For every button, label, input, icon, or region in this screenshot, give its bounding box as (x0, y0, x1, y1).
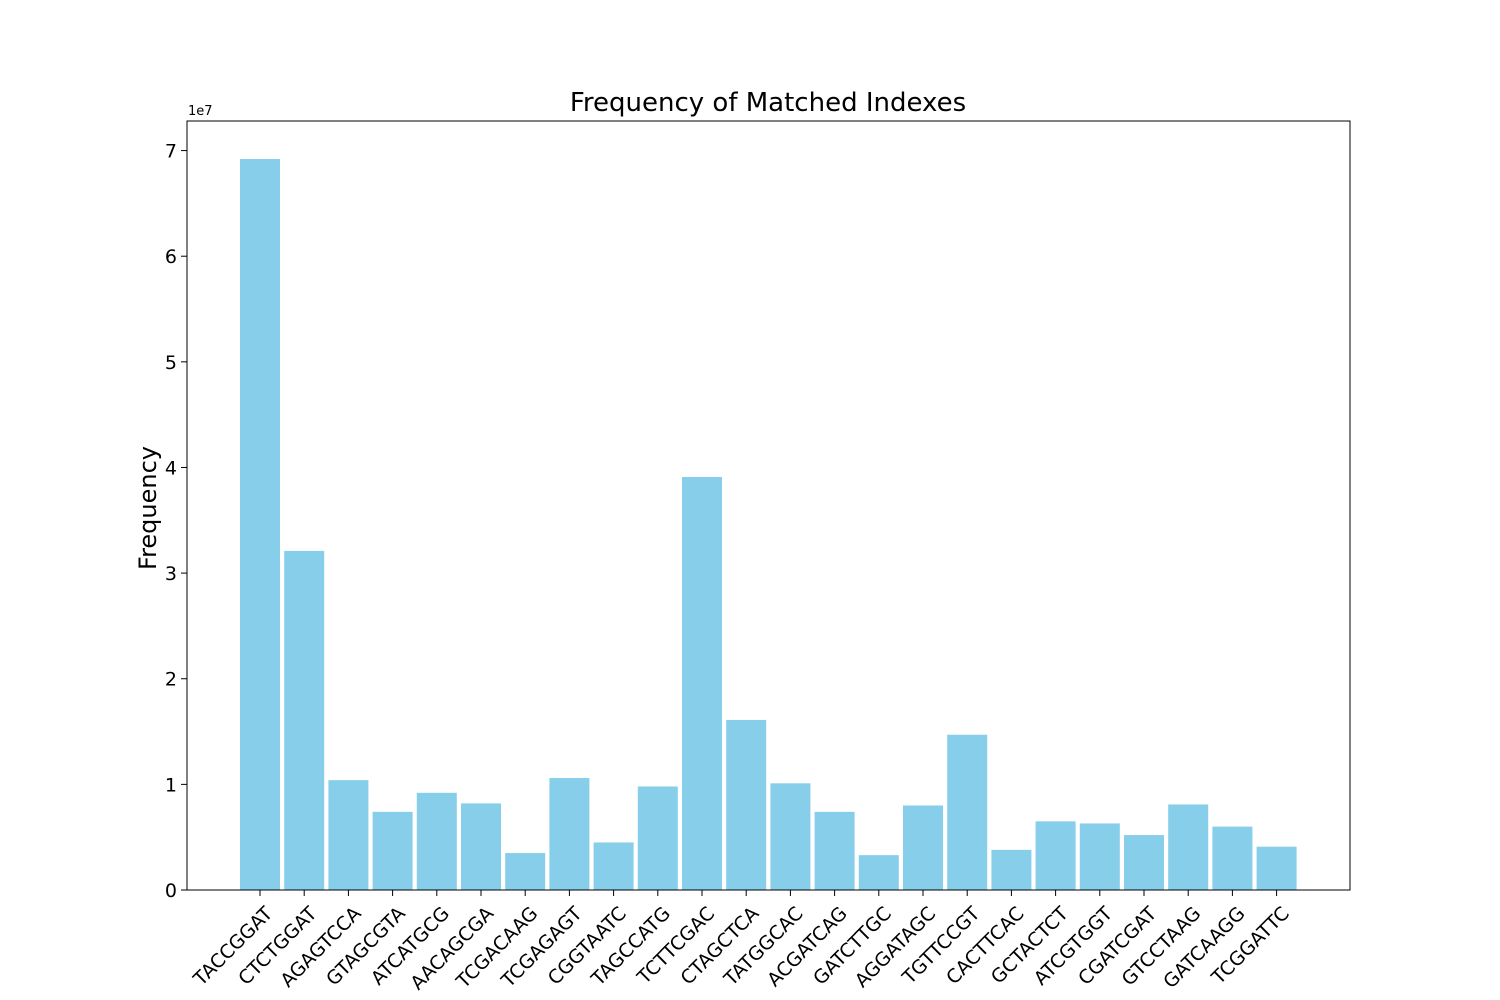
y-tick-label: 1 (165, 774, 177, 796)
bar-tatggcac (770, 783, 811, 890)
bar-ctctggat (284, 550, 325, 890)
bar-gtagcgta (372, 811, 413, 890)
bar-taccggat (240, 159, 280, 890)
bar-atcatgcg (416, 792, 457, 890)
bar-cgatcgat (1124, 835, 1164, 890)
bars-group (240, 159, 1297, 890)
bar-tagccatg (637, 786, 678, 890)
bar-gctactct (1035, 821, 1076, 890)
bar-acgatcag (814, 811, 855, 890)
plot-frame (186, 120, 1351, 891)
bar-tgttccgt (947, 734, 988, 890)
bar-gtcctaag (1168, 804, 1209, 890)
y-tick-label: 0 (165, 880, 177, 902)
bar-agagtcca (328, 780, 369, 890)
bar-gatcaagg (1212, 826, 1253, 890)
bar-cacttcac (991, 849, 1032, 890)
bar-tcgacaag (505, 853, 546, 890)
bar-tcttcgac (682, 476, 722, 890)
bar-gatcttgc (858, 855, 899, 890)
chart-title: Frequency of Matched Indexes (570, 88, 966, 118)
bar-tcggattc (1256, 846, 1297, 890)
bar-aacagcga (461, 803, 501, 890)
y-offset-label: 1e7 (188, 104, 213, 119)
bar-cggtaatc (593, 842, 634, 890)
y-axis: 0 1 2 3 4 5 6 7 (165, 141, 187, 902)
bar-atcgtggt (1079, 823, 1120, 890)
y-tick-label: 2 (165, 669, 177, 691)
bar-ctagctca (726, 719, 767, 890)
y-tick-label: 5 (165, 352, 177, 374)
y-axis-label: Frequency (134, 446, 162, 570)
bar-aggatagc (903, 805, 943, 890)
y-tick-label: 3 (165, 563, 177, 585)
bar-tcgagagt (549, 778, 590, 890)
y-tick-label: 4 (165, 457, 177, 479)
y-tick-label: 7 (165, 141, 177, 163)
y-tick-label: 6 (165, 246, 177, 268)
